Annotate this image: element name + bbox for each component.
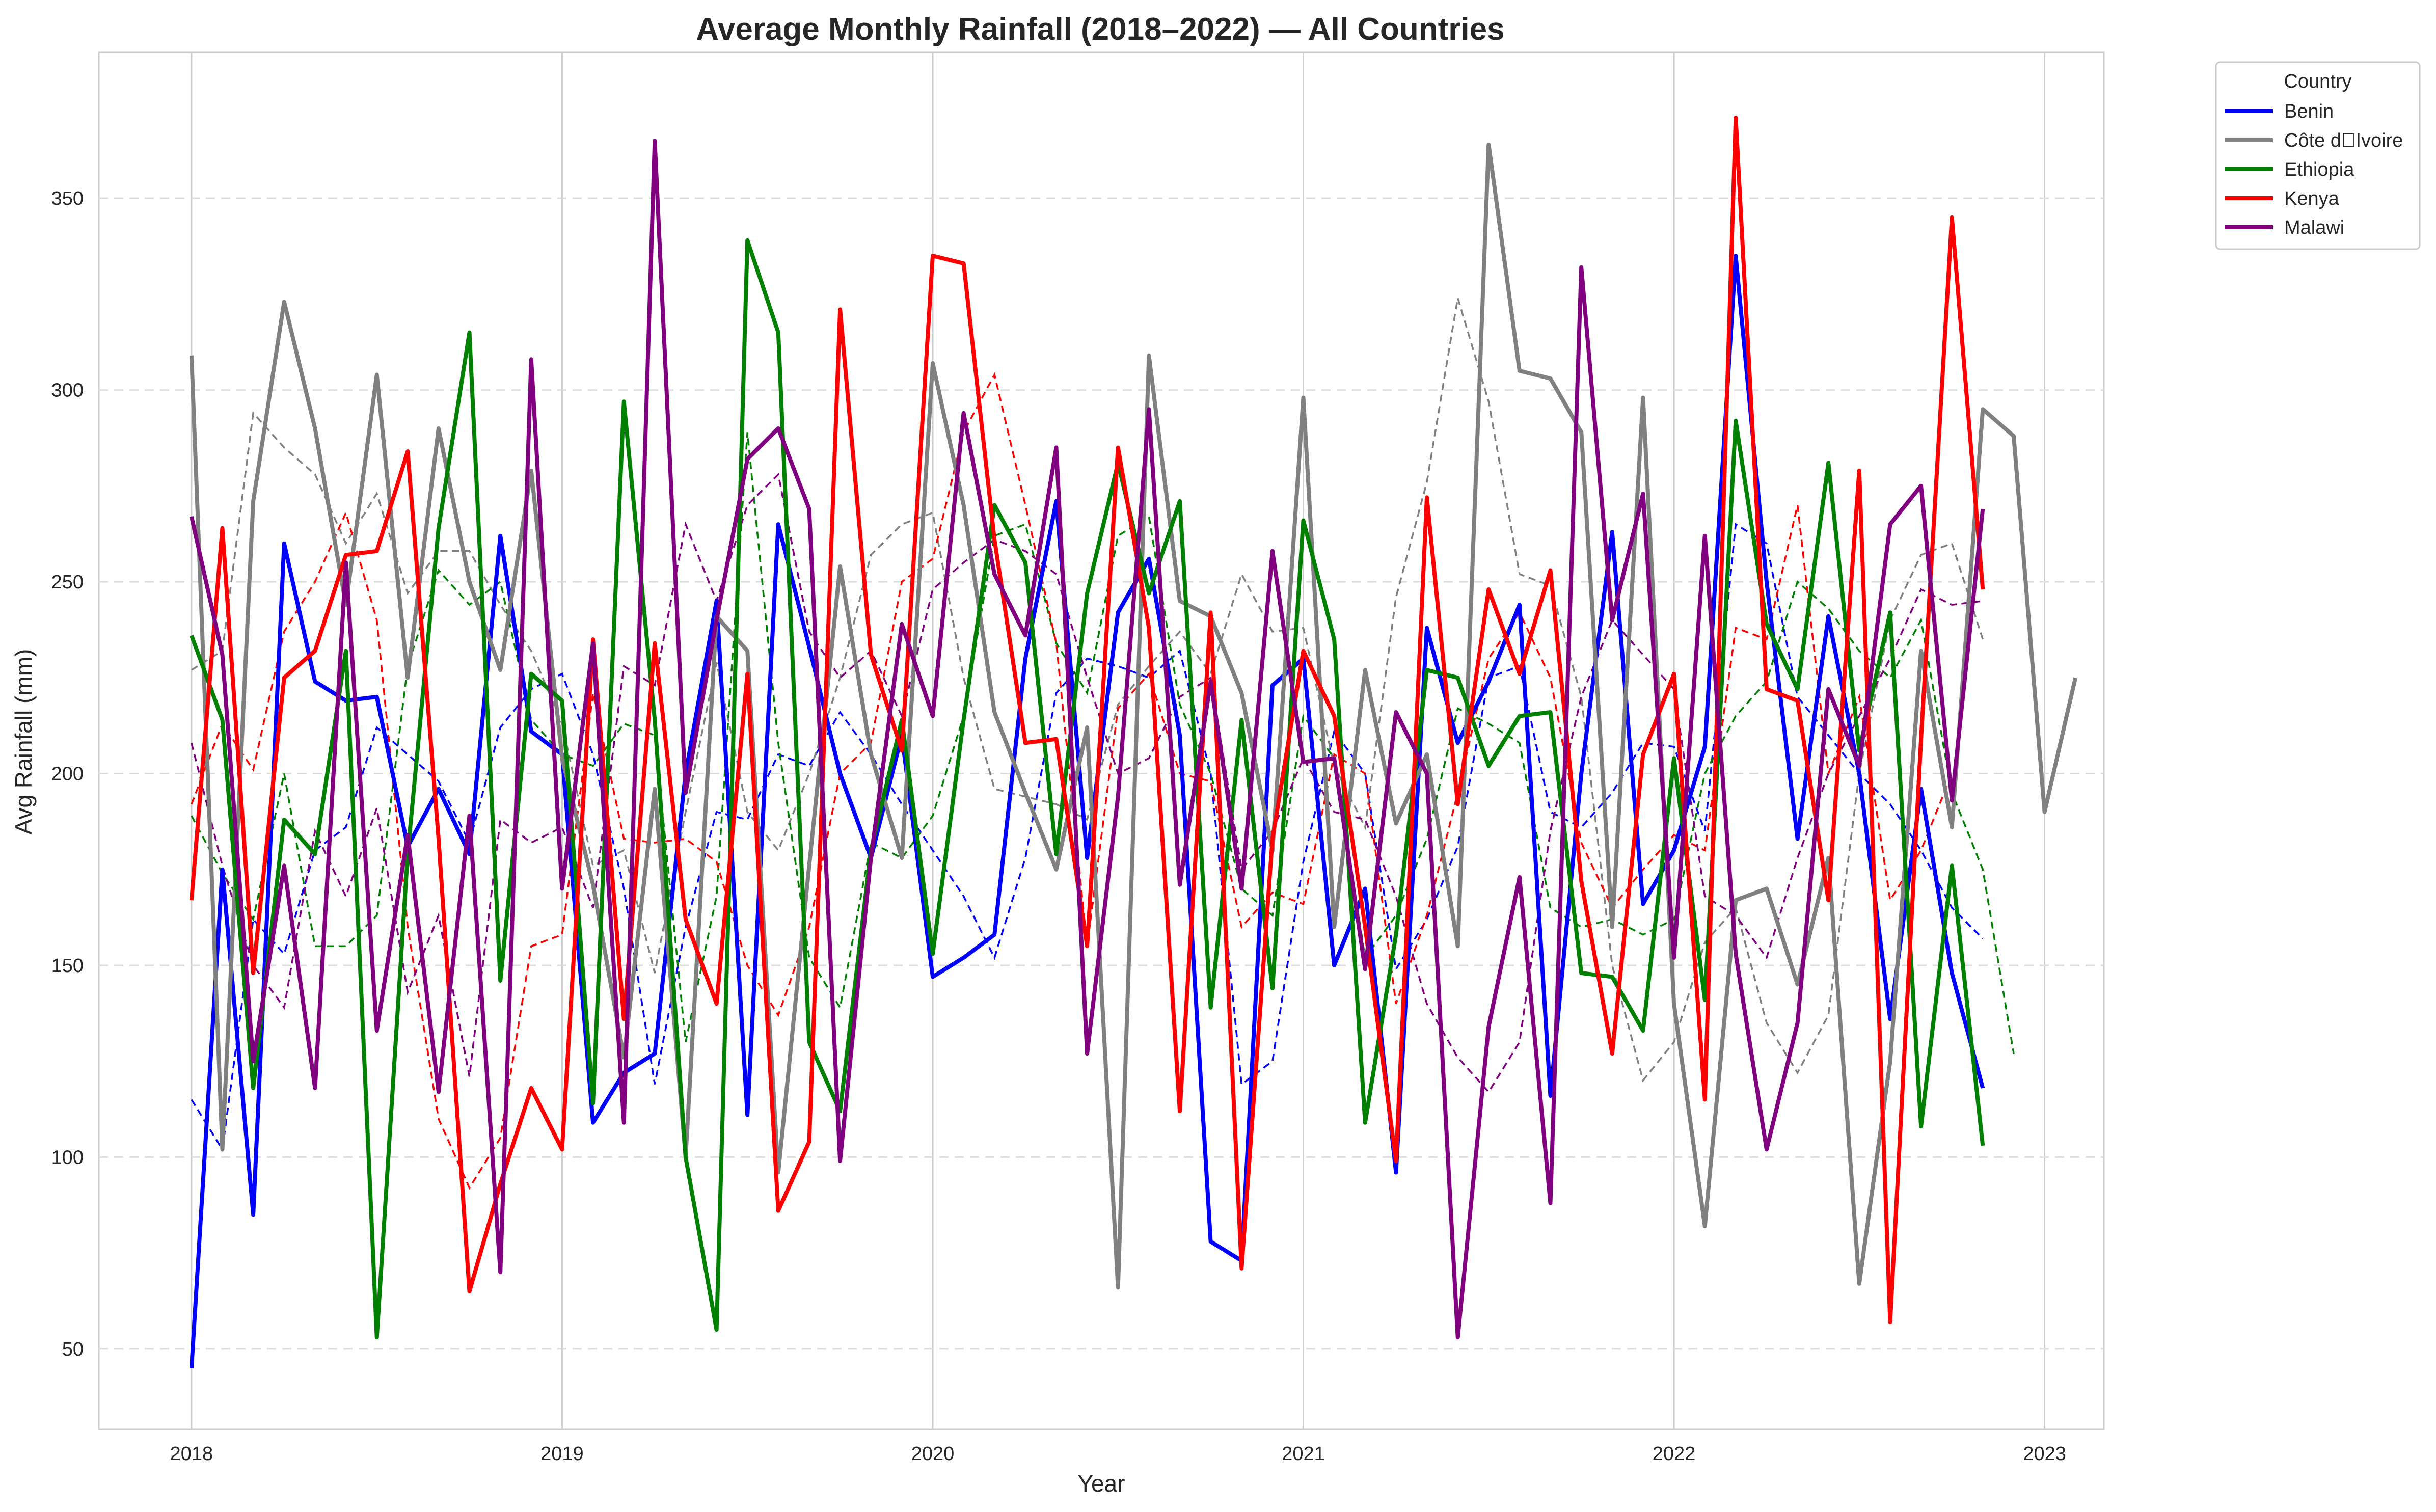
legend-items: Benin Côte d Ivoire Ethiopia Kenya Malawi: [2225, 101, 2403, 238]
x-tick-label: 2022: [1653, 1443, 1696, 1465]
legend-label: Benin: [2284, 101, 2334, 122]
y-tick-label: 150: [51, 955, 84, 977]
series-lines: [189, 116, 2078, 1368]
y-tick-label: 250: [51, 572, 84, 593]
legend-title: Country: [2284, 71, 2351, 92]
trend-line: [191, 298, 1984, 1083]
series-line: [189, 139, 1985, 1340]
x-axis-label: Year: [1078, 1470, 1125, 1497]
x-tick-label: 2018: [170, 1443, 213, 1465]
series-line: [189, 142, 2078, 1290]
y-tick-label: 350: [51, 188, 84, 209]
legend-label: Malawi: [2284, 217, 2344, 238]
x-tick-label: 2020: [911, 1443, 955, 1465]
trend-line: [191, 472, 1983, 1094]
legend-label: Kenya: [2284, 188, 2340, 209]
legend-frame: [2215, 61, 2421, 250]
trend-line: [191, 372, 1953, 1190]
chart-title: Average Monthly Rainfall (2018–2022) — A…: [696, 12, 1504, 47]
legend-label: Côte d Ivoire: [2284, 130, 2403, 151]
trend-line: [191, 523, 1984, 1152]
y-axis-ticks: 50 100 150 200 250 300 350: [51, 188, 84, 1360]
y-tick-label: 200: [51, 763, 84, 785]
y-tick-label: 100: [51, 1147, 84, 1168]
y-axis-label: Avg Rainfall (mm): [10, 649, 37, 835]
x-tick-label: 2019: [540, 1443, 584, 1465]
x-axis-ticks: 2018 2019 2020 2021 2022 2023: [170, 1443, 2066, 1465]
y-tick-label: 50: [62, 1339, 84, 1360]
legend: Country Benin Côte d Ivoire Ethiopia Kenya M…: [2215, 61, 2421, 250]
x-tick-label: 2023: [2023, 1443, 2066, 1465]
x-tick-label: 2021: [1282, 1443, 1325, 1465]
legend-label: Ethiopia: [2284, 159, 2354, 180]
y-tick-label: 300: [51, 380, 84, 401]
